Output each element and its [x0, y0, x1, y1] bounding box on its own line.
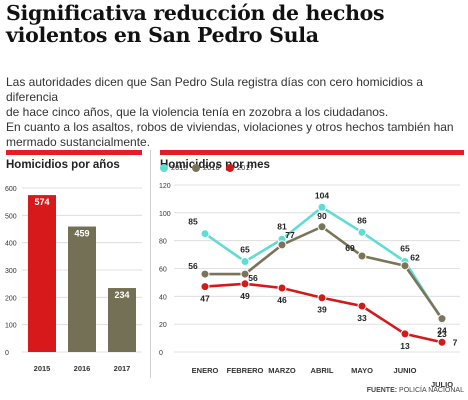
bar-y-tick-label: 600	[5, 186, 17, 193]
legend-dot-2017	[226, 163, 234, 172]
bar-category-label: 2017	[114, 364, 131, 373]
bar-chart-title: Homicidios por años	[6, 150, 142, 171]
bar-y-tick-label: 0	[5, 350, 9, 357]
legend-label-2015: 2015	[171, 163, 188, 172]
lede: Las autoridades dicen que San Pedro Sula…	[6, 75, 464, 150]
legend-2017: 2017	[226, 163, 254, 172]
data-point-2016	[200, 269, 210, 279]
data-label-2015: 104	[315, 190, 329, 200]
data-label-2015: 65	[400, 244, 410, 254]
data-point-2015	[240, 257, 250, 267]
data-point-2017	[357, 301, 367, 311]
data-point-2015	[317, 202, 327, 212]
bar-value-label: 459	[74, 229, 89, 239]
data-label-2015: 81	[277, 221, 287, 231]
data-label-2016: 69	[345, 243, 355, 253]
line-y-tick-label: 80	[159, 239, 167, 246]
lede-line: En cuanto a los asaltos, robos de vivien…	[6, 120, 454, 134]
source-label: FUENTE:	[366, 387, 398, 394]
bar-y-tick-label: 100	[5, 323, 17, 330]
month-label: ENERO	[192, 366, 219, 375]
data-point-2015	[200, 229, 210, 239]
data-label-2016: 62	[410, 253, 420, 263]
data-label-2015: 65	[240, 245, 250, 255]
data-point-2017	[437, 337, 447, 347]
data-label-2016: 77	[285, 230, 295, 240]
data-point-2016	[400, 261, 410, 271]
headline-line: Significativa reducción de hechos	[6, 1, 385, 25]
lede-line: mermado sustancialmente.	[6, 135, 151, 149]
data-point-2017	[240, 279, 250, 289]
lede-line: Las autoridades dicen que San Pedro Sula…	[6, 75, 423, 104]
data-point-2016	[317, 222, 327, 232]
data-point-2016	[437, 314, 447, 324]
data-point-2017	[200, 282, 210, 292]
bar	[68, 226, 96, 352]
month-label: JULIO	[431, 380, 453, 389]
line-chart-title: Homicidios por mes	[160, 150, 464, 171]
month-label: JUNIO	[394, 366, 417, 375]
line-y-tick-label: 40	[159, 294, 167, 301]
data-label-2017: 33	[357, 313, 367, 323]
data-label-2016: 56	[188, 261, 198, 271]
data-point-2016	[357, 251, 367, 261]
line-y-tick-label: 60	[159, 267, 167, 274]
legend-label-2016: 2016	[203, 163, 220, 172]
data-label-2016: 24	[437, 326, 447, 336]
data-point-2016	[277, 240, 287, 250]
data-point-2015	[357, 227, 367, 237]
source-note: FUENTE: POLICÍA NACIONAL	[367, 387, 464, 394]
bar-category-label: 2015	[34, 364, 51, 373]
data-point-2017	[400, 329, 410, 339]
data-label-2017: 47	[200, 294, 210, 304]
bar	[108, 288, 136, 352]
headline-line: violentos en San Pedro Sula	[6, 23, 319, 47]
legend-dot-2015	[160, 163, 168, 172]
line-y-tick-label: 120	[159, 183, 171, 190]
data-label-2015: 23	[437, 329, 447, 339]
data-label-2017: 49	[240, 291, 250, 301]
line-y-tick-label: 20	[159, 322, 167, 329]
data-point-2016	[240, 269, 250, 279]
chart-divider	[150, 150, 151, 378]
line-y-tick-label: 0	[159, 350, 163, 357]
bar-category-label: 2016	[74, 364, 91, 373]
data-point-2017	[317, 293, 327, 303]
month-label: MARZO	[268, 366, 296, 375]
headline: Significativa reducción de hechos violen…	[6, 2, 462, 46]
line-y-tick-label: 100	[159, 211, 171, 218]
data-point-2017	[277, 283, 287, 293]
bar-y-tick-label: 500	[5, 213, 17, 220]
bar-value-label: 234	[114, 290, 129, 300]
bar-value-label: 574	[34, 197, 49, 207]
legend-2016: 2016	[192, 163, 220, 172]
data-label-2017: 39	[317, 305, 327, 315]
data-label-2017: 7	[453, 337, 458, 347]
month-label: ABRIL	[311, 366, 334, 375]
bar-y-tick-label: 200	[5, 295, 17, 302]
bar-y-tick-label: 300	[5, 268, 17, 275]
month-label: MAYO	[351, 366, 373, 375]
bar-y-tick-label: 400	[5, 241, 17, 248]
legend-2015: 2015	[160, 163, 188, 172]
data-label-2017: 13	[400, 341, 410, 351]
data-label-2016: 90	[317, 211, 327, 221]
legend-label-2017: 2017	[237, 163, 254, 172]
source-text: POLICÍA NACIONAL	[397, 387, 464, 394]
lede-line: de hace cinco años, que la violencia ten…	[6, 105, 389, 119]
data-label-2015: 85	[188, 217, 198, 227]
data-label-2017: 46	[277, 295, 287, 305]
legend-dot-2016	[192, 163, 200, 172]
data-label-2015: 86	[357, 215, 367, 225]
bar	[28, 195, 56, 352]
month-label: FEBRERO	[227, 366, 264, 375]
data-label-2016: 56	[248, 273, 258, 283]
